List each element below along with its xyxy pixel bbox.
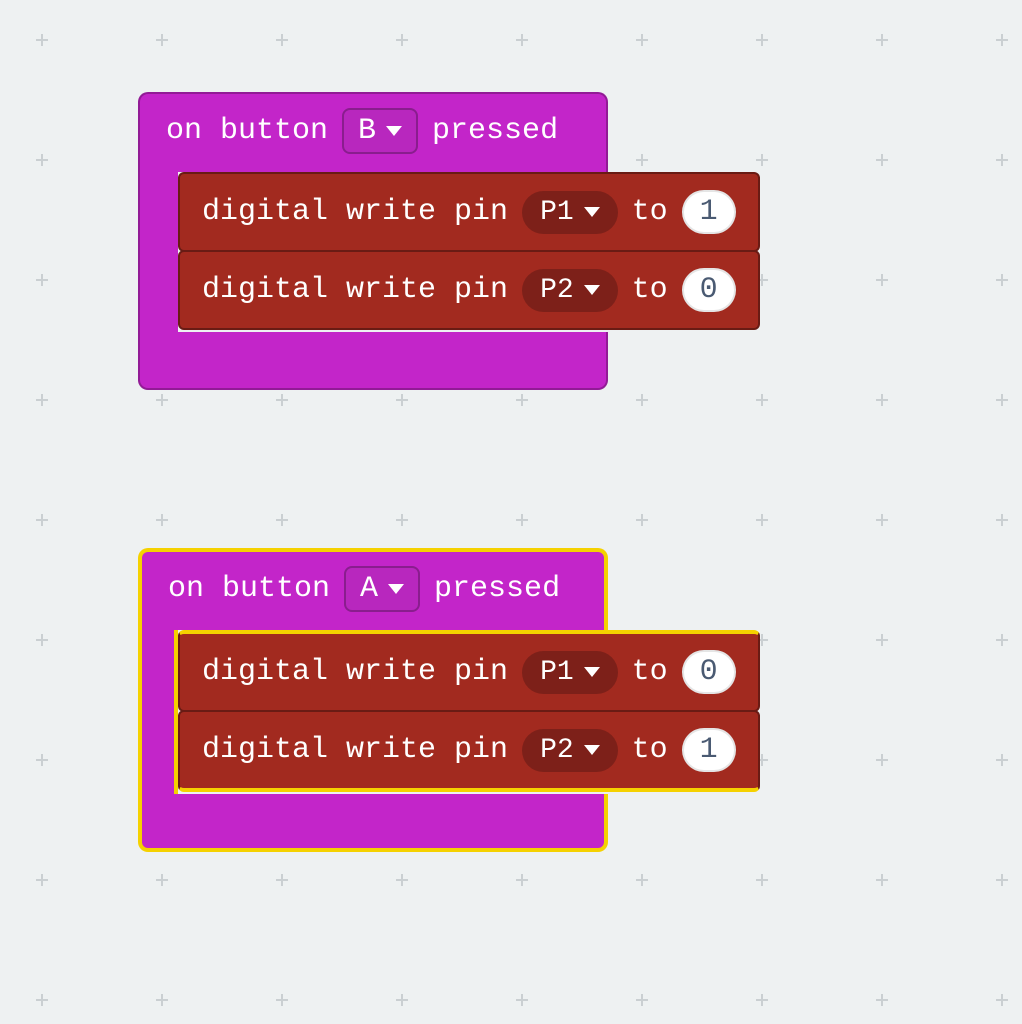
cmd-text-before: digital write pin <box>202 273 508 307</box>
chevron-down-icon <box>388 584 404 594</box>
button-dropdown-value: B <box>358 114 376 148</box>
digital-write-pin-block[interactable]: digital write pin P2 to 1 <box>178 710 760 792</box>
chevron-down-icon <box>584 745 600 755</box>
button-dropdown-value: A <box>360 572 378 606</box>
hat-footer <box>138 332 608 390</box>
chevron-down-icon <box>386 126 402 136</box>
cmd-text-mid: to <box>632 733 668 767</box>
button-dropdown[interactable]: A <box>344 566 420 612</box>
hat-header[interactable]: on button Bpressed <box>138 92 608 172</box>
hat-side <box>138 630 178 794</box>
chevron-down-icon <box>584 207 600 217</box>
hat-header[interactable]: on button Apressed <box>138 548 608 630</box>
digital-write-pin-block[interactable]: digital write pin P1 to 1 <box>178 172 760 252</box>
pin-dropdown-value: P2 <box>540 275 574 306</box>
event-block-group-a[interactable]: on buttonApresseddigital write pinP1to0d… <box>138 548 760 852</box>
number-input[interactable]: 0 <box>682 268 736 312</box>
number-input[interactable]: 1 <box>682 190 736 234</box>
block-editor-canvas[interactable]: on buttonBpresseddigital write pinP1to1d… <box>0 0 1022 1024</box>
hat-text-after: pressed <box>432 114 558 148</box>
cmd-text-mid: to <box>632 655 668 689</box>
pin-dropdown[interactable]: P1 <box>522 651 618 694</box>
hat-footer <box>138 794 608 852</box>
chevron-down-icon <box>584 667 600 677</box>
chevron-down-icon <box>584 285 600 295</box>
pin-dropdown-value: P2 <box>540 735 574 766</box>
hat-text-before: on button <box>166 114 328 148</box>
cmd-text-before: digital write pin <box>202 733 508 767</box>
pin-dropdown-value: P1 <box>540 657 574 688</box>
cmd-text-before: digital write pin <box>202 655 508 689</box>
block-stack: digital write pin P1 to 1 digital write pin P… <box>178 172 760 332</box>
cmd-text-mid: to <box>632 195 668 229</box>
event-block-group-b[interactable]: on buttonBpresseddigital write pinP1to1d… <box>138 92 760 390</box>
hat-side <box>138 172 178 332</box>
button-dropdown[interactable]: B <box>342 108 418 154</box>
hat-text-after: pressed <box>434 572 560 606</box>
cmd-text-mid: to <box>632 273 668 307</box>
number-input[interactable]: 0 <box>682 650 736 694</box>
block-stack: digital write pin P1 to 0 digital write pin P… <box>178 630 760 794</box>
digital-write-pin-block[interactable]: digital write pin P2 to 0 <box>178 250 760 330</box>
number-input[interactable]: 1 <box>682 728 736 772</box>
cmd-text-before: digital write pin <box>202 195 508 229</box>
pin-dropdown[interactable]: P2 <box>522 729 618 772</box>
pin-dropdown[interactable]: P2 <box>522 269 618 312</box>
pin-dropdown-value: P1 <box>540 197 574 228</box>
digital-write-pin-block[interactable]: digital write pin P1 to 0 <box>178 630 760 712</box>
pin-dropdown[interactable]: P1 <box>522 191 618 234</box>
hat-text-before: on button <box>168 572 330 606</box>
